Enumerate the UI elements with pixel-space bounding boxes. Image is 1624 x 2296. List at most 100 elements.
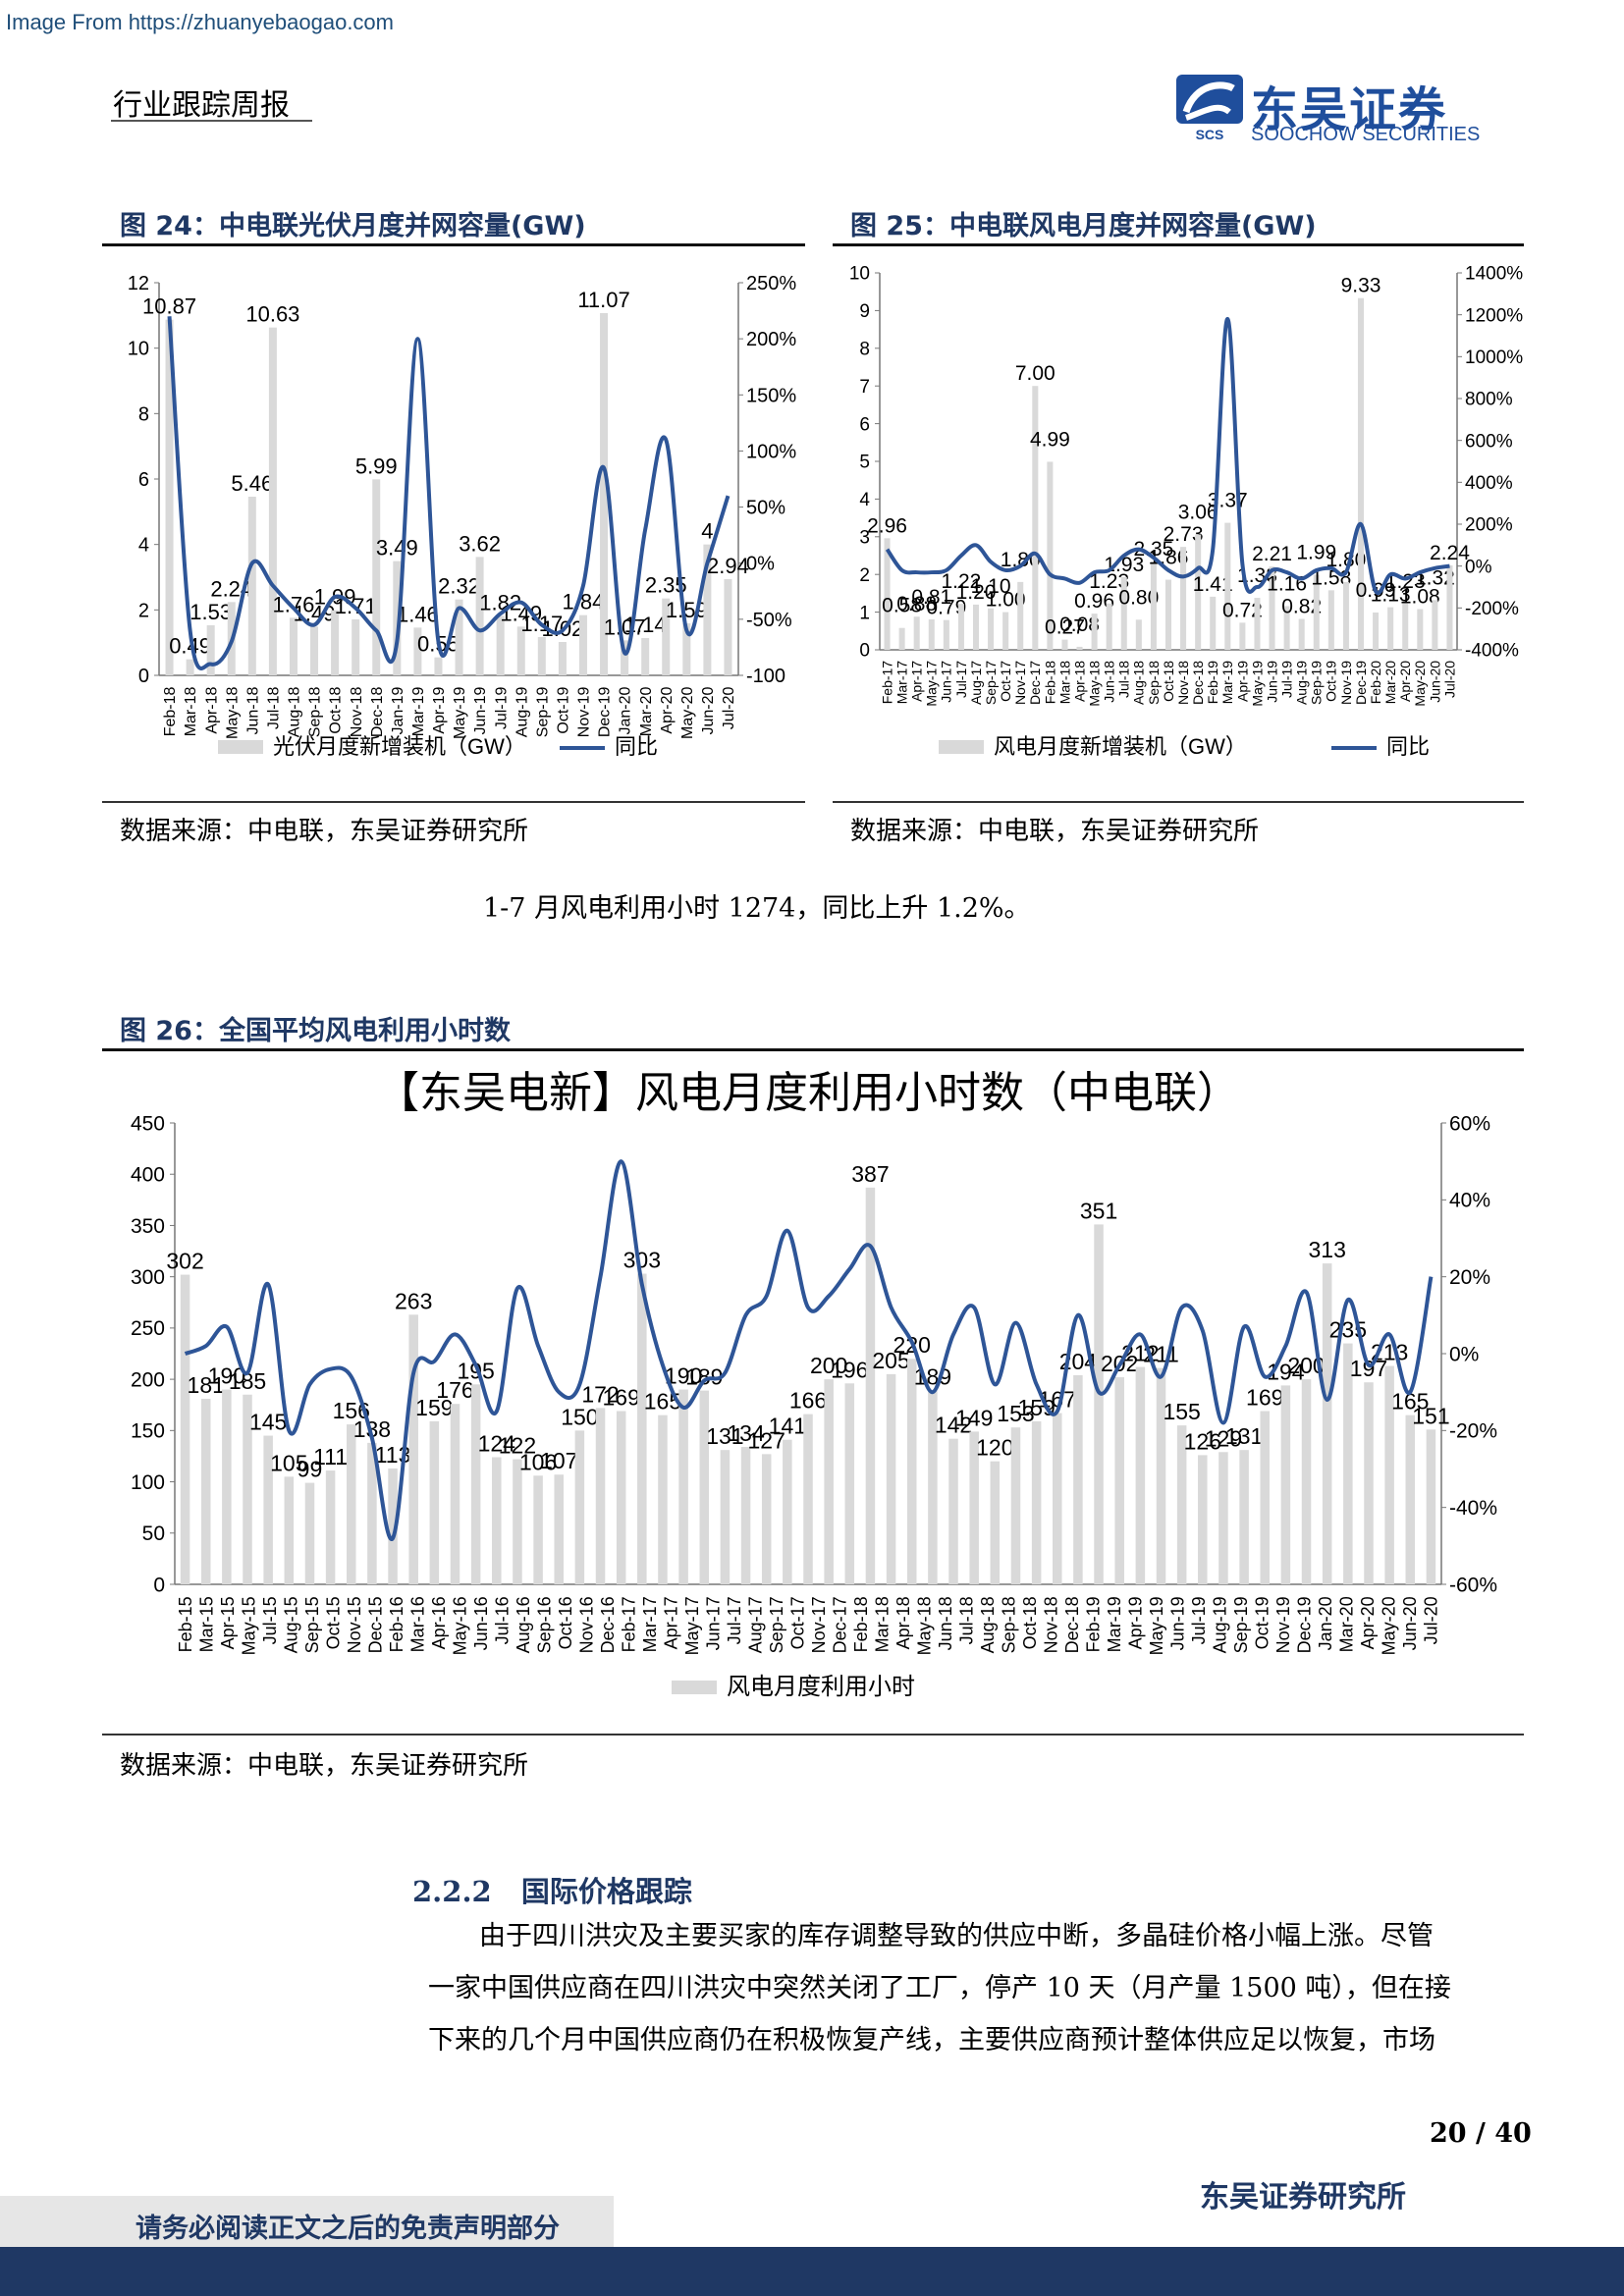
page-number: 20 / 40 bbox=[1430, 2118, 1532, 2149]
y-left-tick-label: 5 bbox=[859, 453, 870, 473]
bar bbox=[1313, 574, 1320, 650]
paragraph-line: 一家中国供应商在四川洪灾中突然关闭了工厂，停产 10 天（月产量 1500 吨）… bbox=[428, 1973, 1451, 2003]
bar bbox=[1269, 566, 1275, 650]
x-tick-label: Jul-18 bbox=[957, 1596, 977, 1644]
bar bbox=[1239, 1450, 1249, 1584]
bar bbox=[1224, 522, 1231, 650]
figure-24-bottom-rule bbox=[102, 801, 805, 803]
legend-bar-label: 风电月度新增装机（GW） bbox=[994, 734, 1247, 759]
figure-24-source: 数据来源：中电联，东吴证券研究所 bbox=[120, 817, 529, 846]
y-left-tick-label: 0 bbox=[153, 1574, 165, 1596]
legend-bar-label: 风电月度利用小时 bbox=[727, 1674, 915, 1700]
bar bbox=[886, 1373, 896, 1584]
x-tick-label: Feb-18 bbox=[162, 687, 179, 737]
x-tick-label: Sep-19 bbox=[1309, 661, 1325, 705]
bar-data-label: 200 bbox=[810, 1353, 847, 1378]
bar-data-label: 111 bbox=[313, 1444, 348, 1469]
y-right-tick-label: 20% bbox=[1449, 1266, 1490, 1289]
bar bbox=[200, 1398, 211, 1584]
bar bbox=[243, 1394, 252, 1584]
x-tick-label: Jul-19 bbox=[1189, 1596, 1209, 1644]
bar-data-label: 155 bbox=[1163, 1399, 1200, 1424]
bar-data-label: 0.27 bbox=[1045, 616, 1085, 639]
bar bbox=[346, 1424, 356, 1584]
bar bbox=[1364, 1382, 1374, 1584]
bar-data-label: 7.00 bbox=[1015, 362, 1056, 385]
x-tick-label: Dec-19 bbox=[597, 686, 614, 737]
x-tick-label: Aug-19 bbox=[1211, 1596, 1230, 1653]
x-tick-label: Sep-19 bbox=[534, 686, 551, 737]
bar-data-label: 2.73 bbox=[1164, 523, 1204, 546]
bar-data-label: 0.96 bbox=[1074, 590, 1114, 613]
y-left-tick-label: 9 bbox=[859, 301, 870, 322]
bar bbox=[1164, 579, 1172, 650]
x-tick-label: May-19 bbox=[1147, 1596, 1166, 1655]
bar-data-label: 131 bbox=[706, 1423, 743, 1449]
figure-25-chart: 0 1 2 3 4 5 6 7 8 9 10 -400% -200% 0% 200% 400% 600% 800%… bbox=[849, 264, 1523, 759]
x-tick-label: Mar-17 bbox=[640, 1596, 660, 1652]
y-right-tick-label: 1000% bbox=[1465, 347, 1523, 368]
x-tick-label: Jan-20 bbox=[618, 686, 634, 734]
bar bbox=[393, 561, 402, 675]
bar bbox=[682, 623, 691, 675]
disclaimer-text: 请务必阅读正文之后的免责声明部分 bbox=[135, 2214, 560, 2244]
bar-data-label: 197 bbox=[1350, 1356, 1387, 1381]
bar-data-label: 1.38 bbox=[1237, 564, 1277, 587]
x-tick-label: Jul-19 bbox=[493, 686, 510, 729]
figure-26-top-rule bbox=[102, 1048, 1524, 1051]
x-tick-label: Sep-16 bbox=[535, 1596, 555, 1653]
bar-data-label: 2.32 bbox=[438, 574, 480, 599]
bar bbox=[1017, 581, 1024, 650]
x-tick-label: Nov-17 bbox=[809, 1596, 829, 1653]
x-tick-label: Jul-18 bbox=[265, 686, 282, 729]
x-tick-label: Feb-19 bbox=[1205, 661, 1220, 705]
watermark-text: Image From https://zhuanyebaogao.com bbox=[6, 10, 394, 34]
x-tick-label: Aug-15 bbox=[282, 1596, 301, 1653]
figure-24-chart: 0 2 4 6 8 10 12 -100 -50% 0% 50% 100% 150% 200% 250% 10… bbox=[128, 273, 797, 759]
figure-26-title: 图 26：全国平均风电利用小时数 bbox=[120, 1016, 511, 1046]
y-right-tick-label: 600% bbox=[1465, 431, 1513, 452]
bar-data-label: 129 bbox=[1205, 1425, 1242, 1451]
y-left-tick-label: 350 bbox=[131, 1215, 165, 1238]
x-tick-label: Jul-20 bbox=[1422, 1596, 1441, 1644]
y-right-tick-label: 0% bbox=[1449, 1343, 1479, 1365]
figure-25-title: 图 25：中电联风电月度并网容量(GW) bbox=[850, 211, 1317, 241]
bar bbox=[222, 1389, 232, 1584]
section-number: 2.2.2 bbox=[412, 1875, 492, 1908]
figure-25-bottom-rule bbox=[833, 801, 1524, 803]
y-right-tick-label: 0% bbox=[1465, 557, 1492, 577]
bar-data-label: 106 bbox=[519, 1449, 557, 1474]
bar-data-label: 303 bbox=[623, 1248, 661, 1273]
bar bbox=[516, 626, 525, 675]
bar-data-label: 131 bbox=[1225, 1423, 1263, 1449]
x-tick-label: Aug-19 bbox=[1294, 661, 1310, 705]
bar-data-label: 302 bbox=[166, 1249, 203, 1274]
bar-data-label: 1.59 bbox=[666, 598, 708, 622]
x-tick-label: Mar-19 bbox=[1219, 661, 1235, 705]
x-tick-label: Sep-17 bbox=[983, 661, 999, 705]
x-tick-label: Feb-17 bbox=[879, 661, 894, 705]
x-tick-label: Nov-17 bbox=[1012, 661, 1028, 705]
y-left-tick-label: 50 bbox=[142, 1522, 165, 1545]
x-tick-label: Dec-15 bbox=[366, 1596, 386, 1653]
bar bbox=[1283, 606, 1290, 650]
bar-data-label: 1.23 bbox=[1089, 570, 1129, 593]
bar-data-label: 145 bbox=[249, 1410, 287, 1435]
x-tick-label: May-18 bbox=[1087, 661, 1103, 707]
bar-data-label: 205 bbox=[872, 1348, 909, 1373]
bar bbox=[943, 619, 949, 650]
bar bbox=[331, 610, 340, 675]
x-tick-label: Jul-16 bbox=[493, 1596, 513, 1644]
x-tick-label: Jun-20 bbox=[1427, 661, 1442, 703]
x-tick-label: Mar-18 bbox=[1056, 661, 1072, 705]
x-tick-label: Mar-16 bbox=[408, 1596, 428, 1652]
y-right-tick-label: 50% bbox=[746, 498, 785, 519]
bar bbox=[1210, 596, 1217, 650]
bar bbox=[720, 1450, 731, 1584]
x-tick-label: May-18 bbox=[224, 687, 241, 739]
bar bbox=[492, 1457, 502, 1584]
bar bbox=[948, 1438, 958, 1584]
x-tick-label: Dec-18 bbox=[369, 686, 386, 737]
paragraph-line: 由于四川洪灾及主要买家的库存调整导致的供应中断，多晶硅价格小幅上涨。尽管 bbox=[479, 1921, 1434, 1951]
bar-data-label: 151 bbox=[1412, 1403, 1449, 1428]
